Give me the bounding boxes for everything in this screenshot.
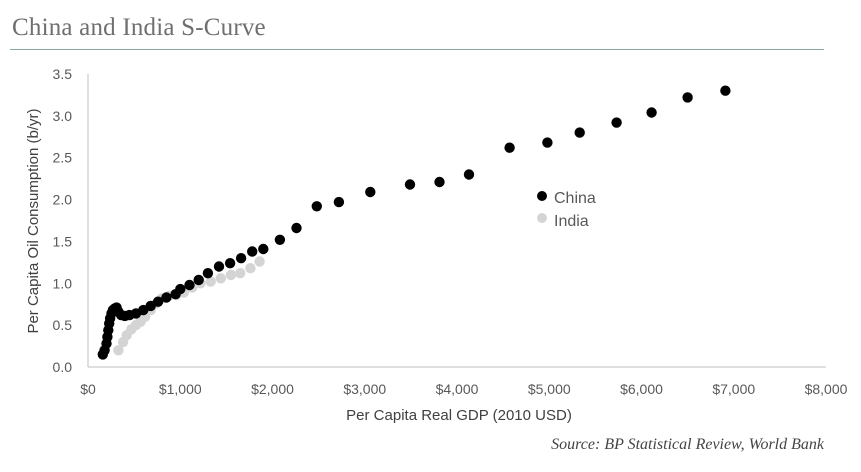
india-data-point — [113, 345, 124, 356]
y-tick-label: 2.0 — [53, 192, 73, 208]
y-tick-label: 2.5 — [53, 150, 73, 166]
china-data-point — [504, 142, 515, 153]
y-tick-label: 0.5 — [53, 317, 73, 333]
china-data-point — [274, 234, 286, 245]
x-tick-label: $7,000 — [712, 381, 755, 397]
y-tick-label: 1.0 — [53, 275, 73, 291]
china-data-point — [542, 137, 553, 148]
china-data-point — [311, 201, 322, 212]
y-tick-label: 3.5 — [53, 66, 73, 82]
legend-marker-india — [537, 213, 547, 223]
india-data-point — [205, 276, 216, 287]
legend: China India — [537, 190, 596, 230]
china-data-point — [213, 261, 225, 272]
x-tick-label: $2,000 — [251, 381, 294, 397]
legend-label-china: China — [554, 190, 596, 207]
india-data-point — [245, 263, 256, 274]
china-data-point — [365, 186, 376, 198]
title-rule — [10, 49, 824, 50]
y-tick-label: 0.0 — [53, 359, 73, 375]
x-tick-label: $4,000 — [436, 381, 479, 397]
china-data-point — [202, 268, 214, 279]
china-data-point — [720, 85, 731, 96]
india-data-point — [215, 273, 226, 284]
y-tick-label: 3.0 — [53, 108, 73, 124]
china-data-point — [175, 283, 186, 295]
x-axis-title: Per Capita Real GDP (2010 USD) — [346, 407, 572, 424]
india-data-point — [225, 269, 237, 281]
x-tick-label: $5,000 — [528, 381, 571, 397]
axes — [87, 74, 826, 368]
india-data-point — [235, 268, 246, 279]
china-data-point — [463, 169, 475, 180]
chart-title: China and India S-Curve — [12, 14, 266, 41]
legend-label-india: India — [554, 213, 589, 230]
china-data-point — [611, 117, 622, 128]
china-data-point — [682, 92, 693, 103]
x-tick-label: $6,000 — [620, 381, 663, 397]
x-tick-labels: $0 $1,000 $2,000 $3,000 $4,000 $5,000 $6,000 $7… — [80, 381, 847, 397]
source-note: Source: BP Statistical Review, World Ban… — [551, 436, 824, 453]
legend-marker-china — [537, 191, 547, 201]
china-series — [97, 85, 731, 360]
china-data-point — [184, 279, 195, 291]
china-data-point — [193, 274, 204, 286]
y-tick-labels: 0.0 0.5 1.0 1.5 2.0 2.5 3.0 3.5 — [53, 66, 73, 375]
india-series — [113, 256, 265, 356]
x-tick-label: $0 — [80, 381, 96, 397]
china-data-point — [152, 296, 164, 307]
china-data-point — [258, 243, 269, 255]
china-data-point — [235, 253, 247, 264]
y-axis-title: Per Capita Oil Consumption (b/yr) — [25, 108, 42, 333]
china-data-point — [247, 246, 258, 257]
china-data-point — [224, 258, 236, 269]
x-tick-label: $3,000 — [343, 381, 386, 397]
y-tick-label: 1.5 — [53, 233, 73, 249]
china-data-point — [291, 222, 302, 234]
x-tick-label: $8,000 — [805, 381, 848, 397]
china-data-point — [434, 176, 445, 188]
china-data-point — [333, 196, 345, 208]
china-data-point — [404, 179, 416, 190]
china-data-point — [161, 292, 172, 303]
china-data-point — [646, 107, 657, 118]
china-data-point — [574, 127, 585, 138]
x-tick-label: $1,000 — [159, 381, 202, 397]
india-data-point — [254, 256, 265, 267]
